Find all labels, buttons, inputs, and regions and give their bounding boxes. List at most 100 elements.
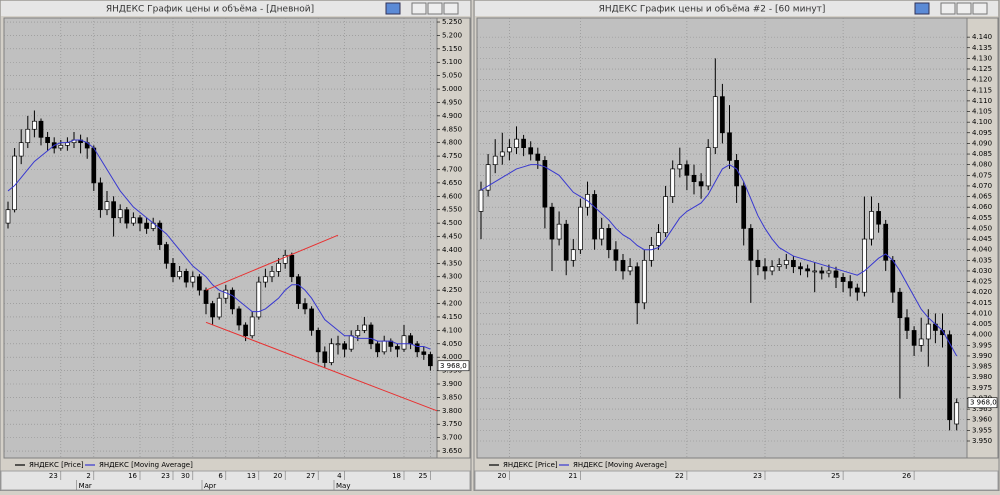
candle-body	[117, 209, 123, 219]
candle-body	[748, 228, 754, 261]
last-value-box	[437, 360, 470, 372]
y-tick-label: 4.800	[442, 139, 462, 147]
month-label: Mar	[79, 482, 92, 490]
candle-body	[249, 316, 255, 337]
candle-body	[677, 164, 683, 170]
candle-body	[408, 335, 413, 345]
candle-body	[183, 271, 189, 283]
candle-body	[542, 160, 548, 208]
y-tick-label: 3.900	[442, 380, 462, 388]
y-tick-label: 3.960	[972, 416, 992, 424]
candle-body	[104, 201, 110, 211]
close-button[interactable]	[972, 2, 988, 15]
y-tick-label: 4.010	[972, 309, 992, 317]
x-tick-label: 18	[392, 472, 401, 480]
candle-body	[798, 266, 803, 270]
candle-body	[375, 343, 380, 353]
y-tick-label: 4.040	[972, 246, 992, 254]
candle-body	[755, 259, 761, 268]
y-tick-label: 4.070	[972, 182, 992, 190]
candle-body	[563, 223, 569, 261]
candle-body	[819, 270, 825, 274]
y-tick-label: 4.035	[972, 256, 992, 264]
y-tick-label: 4.020	[972, 288, 992, 296]
y-tick-label: 5.250	[442, 18, 462, 26]
legend-area	[475, 459, 998, 471]
last-value-label: 3 968,0	[970, 399, 997, 407]
y-tick-label: 4.400	[442, 246, 462, 254]
y-tick-label: 3.995	[972, 341, 992, 349]
x-tick-label: 23	[161, 472, 170, 480]
x-tick-label: 20	[497, 472, 506, 480]
candle-body	[691, 174, 697, 183]
candle-body	[124, 209, 130, 224]
candle-body	[144, 222, 149, 229]
candle-body	[230, 289, 235, 310]
x-tick-label: 22	[675, 472, 684, 480]
candle-body	[197, 276, 202, 291]
candle-body	[428, 354, 433, 367]
y-tick-label: 3.980	[972, 373, 992, 381]
candle-body	[826, 270, 832, 274]
candle-body	[210, 303, 215, 318]
candle-body	[170, 262, 176, 278]
month-label: Apr	[204, 482, 216, 490]
close-button[interactable]	[443, 2, 459, 15]
pin-button[interactable]	[385, 2, 401, 15]
candle-body	[684, 164, 690, 176]
pin-button[interactable]	[914, 2, 930, 15]
y-tick-label: 4.250	[442, 286, 462, 294]
candle-body	[613, 249, 619, 261]
maximize-button[interactable]	[956, 2, 972, 15]
candle-body	[783, 259, 789, 265]
minimize-button[interactable]	[411, 2, 427, 15]
candle-body	[243, 324, 248, 337]
maximize-button[interactable]	[427, 2, 443, 15]
y-tick-label: 3.985	[972, 363, 992, 371]
legend-area	[1, 459, 470, 471]
plot-area	[3, 17, 438, 459]
legend-label: ЯНДЕКС [Price]	[503, 461, 558, 469]
candle-body	[862, 238, 867, 293]
y-tick-label: 3.850	[442, 393, 462, 401]
candle-body	[492, 155, 498, 166]
y-tick-label: 4.050	[442, 340, 462, 348]
candle-body	[401, 335, 407, 350]
candle-body	[18, 142, 24, 157]
candle-body	[847, 281, 853, 289]
x-tick-label: 13	[247, 472, 256, 480]
candle-body	[911, 330, 917, 346]
y-tick-label: 4.135	[972, 44, 992, 52]
y-tick-label: 4.105	[972, 108, 992, 116]
y-tick-label: 4.350	[442, 259, 462, 267]
candle-body	[362, 324, 367, 331]
window-title: ЯНДЕКС График цены и объёма - [Дневной]	[106, 5, 314, 15]
y-tick-label: 4.015	[972, 299, 992, 307]
candle-body	[791, 259, 796, 268]
title-bar	[1, 1, 470, 16]
candle-body	[12, 155, 17, 211]
candle-body	[904, 317, 910, 331]
y-tick-label: 4.025	[972, 278, 992, 286]
candle-body	[256, 281, 262, 318]
x-tick-label: 16	[128, 472, 137, 480]
y-tick-label: 4.900	[442, 112, 462, 120]
y-tick-label: 3.965	[972, 405, 992, 413]
candle-body	[236, 308, 242, 326]
candle-body	[269, 271, 275, 278]
candle-body	[805, 268, 810, 272]
y-tick-label: 5.100	[442, 58, 462, 66]
trendline	[205, 234, 339, 291]
y-tick-label: 4.200	[442, 300, 462, 308]
candle-body	[177, 271, 182, 278]
minimize-button[interactable]	[940, 2, 956, 15]
y-tick-label: 4.055	[972, 214, 992, 222]
window-title: ЯНДЕКС График цены и объёма #2 - [60 мин…	[599, 5, 826, 15]
candle-body	[348, 335, 354, 350]
legend-label: ЯНДЕКС [Price]	[29, 461, 84, 469]
candle-body	[670, 168, 676, 197]
candle-body	[190, 276, 196, 283]
candle-body	[705, 147, 711, 187]
candle-body	[769, 266, 775, 272]
candle-body	[578, 206, 583, 251]
